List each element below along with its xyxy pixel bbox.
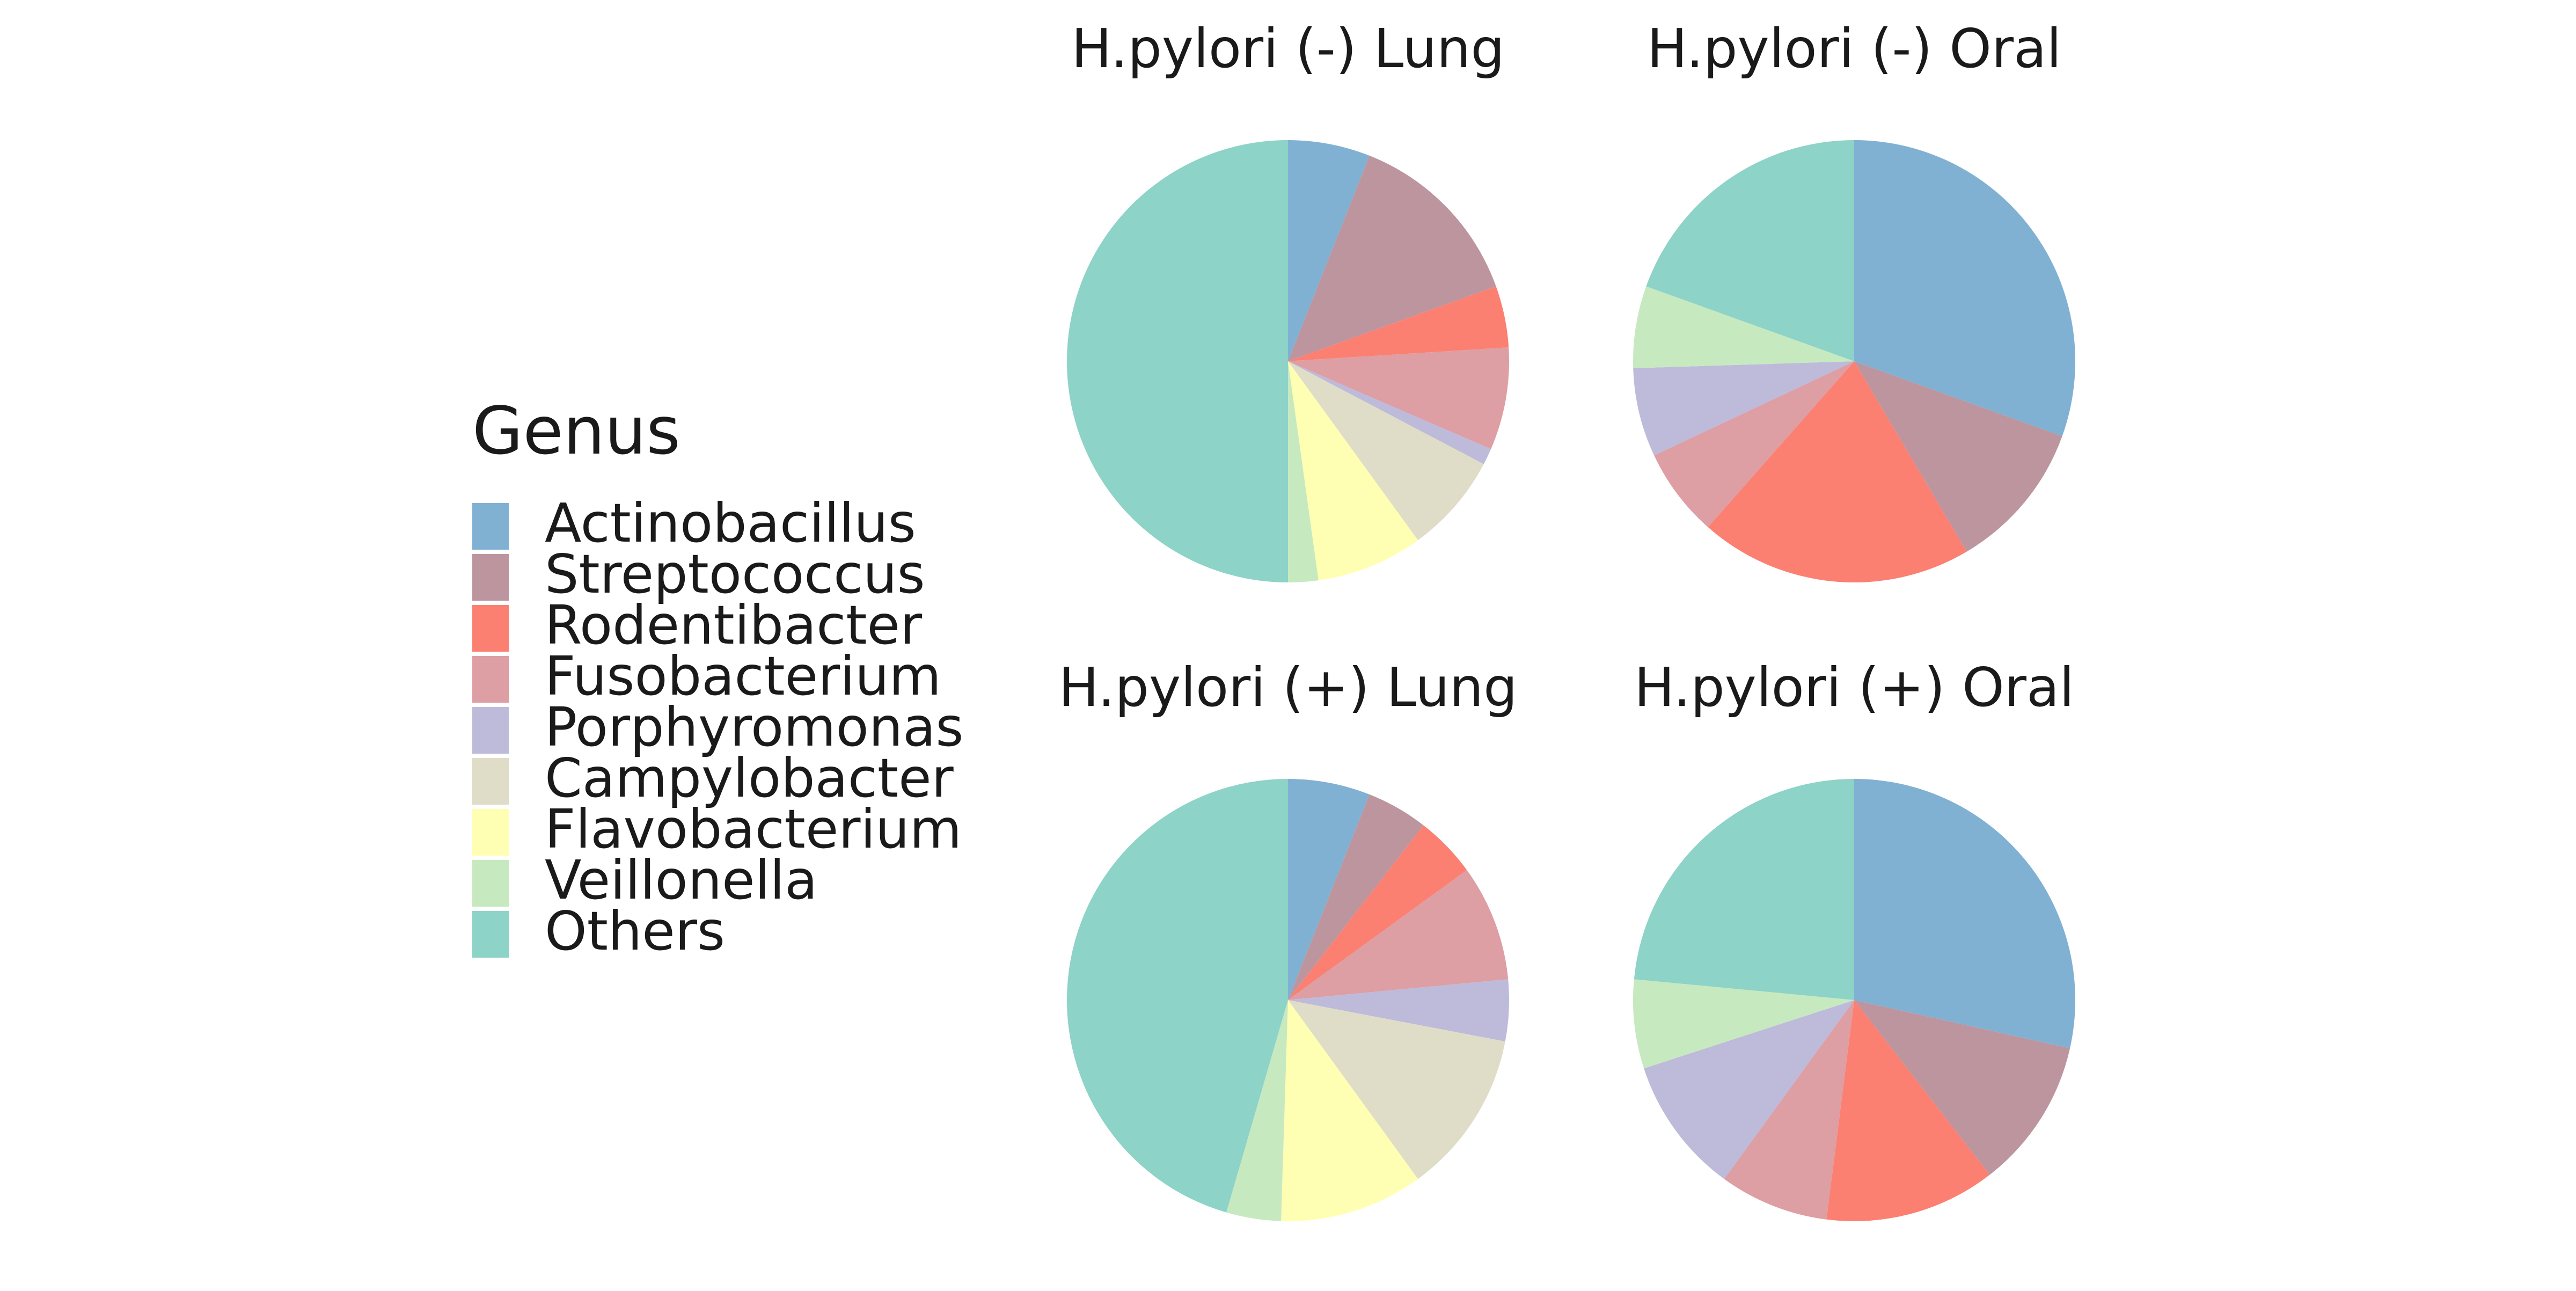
legend-item-others: Others xyxy=(472,900,725,962)
pie-slice-h-pylori-oral-actinobacillus xyxy=(1854,140,2075,436)
pie-slice-h-pylori-lung-veillonella xyxy=(1226,1000,1288,1221)
legend-swatch-rodentibacter xyxy=(472,605,509,652)
legend-item-fusobacterium: Fusobacterium xyxy=(472,645,941,708)
pie-slice-h-pylori-oral-fusobacterium xyxy=(1654,361,1854,528)
legend-label-fusobacterium: Fusobacterium xyxy=(545,645,941,708)
pie-panel-h-pylori-lung: H.pylori (+) Lung xyxy=(1058,656,1518,1222)
pie-slice-h-pylori-oral-veillonella xyxy=(1633,979,1854,1069)
legend-label-others: Others xyxy=(545,900,725,962)
legend-item-actinobacillus: Actinobacillus xyxy=(472,492,916,555)
pie-slice-h-pylori-lung-fusobacterium xyxy=(1288,347,1510,449)
pie-slice-h-pylori-lung-actinobacillus xyxy=(1288,140,1370,361)
legend-label-porphyromonas: Porphyromonas xyxy=(545,696,964,758)
legend-items: ActinobacillusStreptococcusRodentibacter… xyxy=(472,492,964,962)
pie-title-h-pylori-lung: H.pylori (+) Lung xyxy=(1058,656,1517,719)
legend-label-streptococcus: Streptococcus xyxy=(545,543,925,606)
pie-slice-h-pylori-oral-rodentibacter xyxy=(1826,1000,1990,1221)
legend-label-rodentibacter: Rodentibacter xyxy=(545,594,923,657)
legend-swatch-streptococcus xyxy=(472,554,509,601)
pie-slice-h-pylori-lung-rodentibacter xyxy=(1288,286,1509,361)
pie-panel-h-pylori-lung: H.pylori (-) Lung xyxy=(1067,17,1510,582)
pie-slice-h-pylori-lung-porphyromonas xyxy=(1288,361,1491,464)
pie-slice-h-pylori-lung-rodentibacter xyxy=(1288,825,1467,1000)
legend-label-flavobacterium: Flavobacterium xyxy=(545,798,962,860)
pie-slice-h-pylori-oral-porphyromonas xyxy=(1644,1000,1854,1179)
pie-slice-h-pylori-oral-veillonella xyxy=(1633,286,1854,368)
legend-swatch-actinobacillus xyxy=(472,503,509,550)
legend-item-rodentibacter: Rodentibacter xyxy=(472,594,923,657)
pie-title-h-pylori-lung: H.pylori (-) Lung xyxy=(1071,17,1505,80)
legend-swatch-others xyxy=(472,911,509,958)
pie-slice-h-pylori-lung-porphyromonas xyxy=(1288,979,1509,1042)
legend-label-actinobacillus: Actinobacillus xyxy=(545,492,916,555)
legend-swatch-campylobacter xyxy=(472,758,509,805)
pie-panels: H.pylori (-) Lung H.pylori (-) Oral H.pylo… xyxy=(1058,17,2076,1222)
pie-slice-h-pylori-lung-campylobacter xyxy=(1288,361,1484,541)
pie-slice-h-pylori-oral-actinobacillus xyxy=(1854,779,2076,1048)
legend-item-campylobacter: Campylobacter xyxy=(472,747,954,809)
pie-slice-h-pylori-lung-actinobacillus xyxy=(1288,779,1370,1000)
legend-swatch-fusobacterium xyxy=(472,656,509,703)
pie-slice-h-pylori-lung-streptococcus xyxy=(1288,155,1496,361)
pie-slice-h-pylori-oral-fusobacterium xyxy=(1724,1000,1854,1220)
pie-slice-h-pylori-oral-streptococcus xyxy=(1854,1000,2070,1175)
legend-title: Genus xyxy=(472,393,680,469)
legend-swatch-flavobacterium xyxy=(472,809,509,856)
pie-slice-h-pylori-lung-fusobacterium xyxy=(1288,870,1509,1000)
legend-item-flavobacterium: Flavobacterium xyxy=(472,798,962,860)
legend: Genus ActinobacillusStreptococcusRodenti… xyxy=(472,393,964,962)
pie-slice-h-pylori-lung-others xyxy=(1067,779,1288,1213)
legend-item-streptococcus: Streptococcus xyxy=(472,543,925,606)
pie-slice-h-pylori-lung-streptococcus xyxy=(1288,794,1424,1000)
pie-slice-h-pylori-oral-others xyxy=(1634,779,1854,1000)
pie-panel-h-pylori-oral: H.pylori (-) Oral xyxy=(1633,17,2075,583)
pie-slice-h-pylori-lung-flavobacterium xyxy=(1281,1000,1418,1222)
legend-swatch-porphyromonas xyxy=(472,707,509,754)
pie-slice-h-pylori-lung-veillonella xyxy=(1288,361,1319,582)
legend-item-porphyromonas: Porphyromonas xyxy=(472,696,964,758)
pie-slice-h-pylori-oral-others xyxy=(1646,140,1854,361)
legend-item-veillonella: Veillonella xyxy=(472,849,817,911)
pie-slice-h-pylori-lung-others xyxy=(1067,140,1288,582)
pie-slice-h-pylori-oral-porphyromonas xyxy=(1633,361,1854,456)
pie-slice-h-pylori-lung-flavobacterium xyxy=(1288,361,1418,581)
pie-slice-h-pylori-oral-rodentibacter xyxy=(1708,361,1967,583)
pie-slice-h-pylori-oral-streptococcus xyxy=(1854,361,2062,552)
pie-panel-h-pylori-oral: H.pylori (+) Oral xyxy=(1633,656,2076,1221)
legend-label-campylobacter: Campylobacter xyxy=(545,747,954,809)
pie-slice-h-pylori-lung-campylobacter xyxy=(1288,1000,1505,1179)
legend-label-veillonella: Veillonella xyxy=(545,849,817,911)
pie-title-h-pylori-oral: H.pylori (-) Oral xyxy=(1647,17,2061,80)
pie-title-h-pylori-oral: H.pylori (+) Oral xyxy=(1634,656,2074,719)
legend-swatch-veillonella xyxy=(472,860,509,907)
